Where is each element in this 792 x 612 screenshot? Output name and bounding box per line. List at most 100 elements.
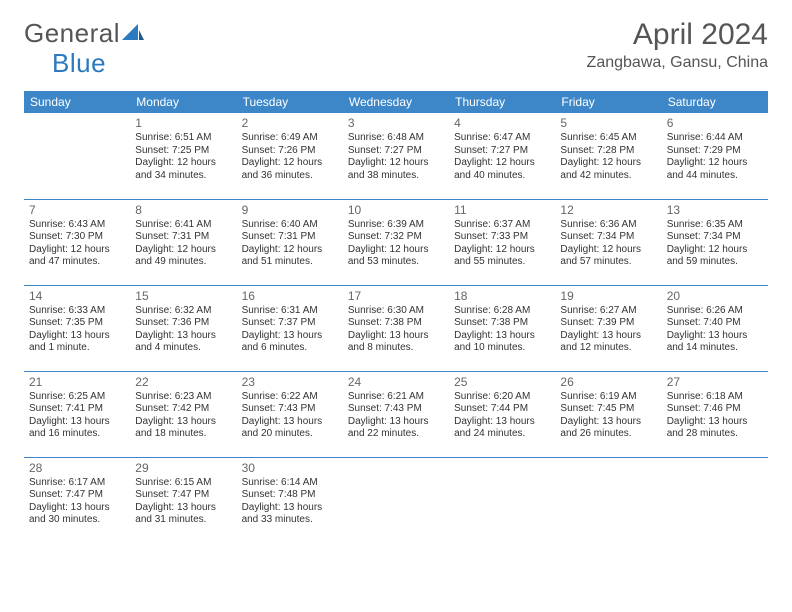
- day-info: Sunrise: 6:28 AMSunset: 7:38 PMDaylight:…: [454, 305, 550, 355]
- sunrise: Sunrise: 6:44 AM: [667, 132, 763, 145]
- day-info: Sunrise: 6:31 AMSunset: 7:37 PMDaylight:…: [242, 305, 338, 355]
- daylight: Daylight: 12 hours and 55 minutes.: [454, 244, 550, 269]
- day-header: Thursday: [449, 91, 555, 113]
- calendar-week: 1Sunrise: 6:51 AMSunset: 7:25 PMDaylight…: [24, 113, 768, 199]
- day-info: Sunrise: 6:48 AMSunset: 7:27 PMDaylight:…: [348, 132, 444, 182]
- sunrise: Sunrise: 6:40 AM: [242, 219, 338, 232]
- sunset: Sunset: 7:44 PM: [454, 403, 550, 416]
- calendar-cell: 13Sunrise: 6:35 AMSunset: 7:34 PMDayligh…: [662, 199, 768, 285]
- sunset: Sunset: 7:25 PM: [135, 145, 231, 158]
- sunset: Sunset: 7:27 PM: [348, 145, 444, 158]
- daylight: Daylight: 13 hours and 26 minutes.: [560, 416, 656, 441]
- daylight: Daylight: 13 hours and 10 minutes.: [454, 330, 550, 355]
- sunset: Sunset: 7:48 PM: [242, 489, 338, 502]
- logo-text-gray: General: [24, 18, 120, 49]
- logo-sail-icon: [122, 22, 144, 47]
- logo-text-blue: Blue: [52, 48, 106, 78]
- day-number: 3: [348, 116, 444, 131]
- day-info: Sunrise: 6:21 AMSunset: 7:43 PMDaylight:…: [348, 391, 444, 441]
- day-header: Saturday: [662, 91, 768, 113]
- day-header-row: Sunday Monday Tuesday Wednesday Thursday…: [24, 91, 768, 113]
- day-info: Sunrise: 6:23 AMSunset: 7:42 PMDaylight:…: [135, 391, 231, 441]
- day-header: Monday: [130, 91, 236, 113]
- daylight: Daylight: 12 hours and 34 minutes.: [135, 157, 231, 182]
- day-number: 25: [454, 375, 550, 390]
- sunrise: Sunrise: 6:45 AM: [560, 132, 656, 145]
- calendar-cell: [555, 457, 661, 543]
- calendar-cell: 8Sunrise: 6:41 AMSunset: 7:31 PMDaylight…: [130, 199, 236, 285]
- daylight: Daylight: 13 hours and 22 minutes.: [348, 416, 444, 441]
- day-number: 17: [348, 289, 444, 304]
- sunrise: Sunrise: 6:17 AM: [29, 477, 125, 490]
- sunset: Sunset: 7:27 PM: [454, 145, 550, 158]
- sunset: Sunset: 7:43 PM: [242, 403, 338, 416]
- day-info: Sunrise: 6:15 AMSunset: 7:47 PMDaylight:…: [135, 477, 231, 527]
- day-info: Sunrise: 6:43 AMSunset: 7:30 PMDaylight:…: [29, 219, 125, 269]
- day-number: 29: [135, 461, 231, 476]
- daylight: Daylight: 12 hours and 36 minutes.: [242, 157, 338, 182]
- daylight: Daylight: 13 hours and 14 minutes.: [667, 330, 763, 355]
- sunset: Sunset: 7:45 PM: [560, 403, 656, 416]
- calendar-week: 14Sunrise: 6:33 AMSunset: 7:35 PMDayligh…: [24, 285, 768, 371]
- day-number: 15: [135, 289, 231, 304]
- calendar-week: 21Sunrise: 6:25 AMSunset: 7:41 PMDayligh…: [24, 371, 768, 457]
- calendar-cell: 1Sunrise: 6:51 AMSunset: 7:25 PMDaylight…: [130, 113, 236, 199]
- sunrise: Sunrise: 6:22 AM: [242, 391, 338, 404]
- day-number: 27: [667, 375, 763, 390]
- day-info: Sunrise: 6:44 AMSunset: 7:29 PMDaylight:…: [667, 132, 763, 182]
- calendar-cell: 2Sunrise: 6:49 AMSunset: 7:26 PMDaylight…: [237, 113, 343, 199]
- daylight: Daylight: 13 hours and 18 minutes.: [135, 416, 231, 441]
- calendar-cell: 27Sunrise: 6:18 AMSunset: 7:46 PMDayligh…: [662, 371, 768, 457]
- calendar-cell: 14Sunrise: 6:33 AMSunset: 7:35 PMDayligh…: [24, 285, 130, 371]
- calendar-cell: 7Sunrise: 6:43 AMSunset: 7:30 PMDaylight…: [24, 199, 130, 285]
- daylight: Daylight: 12 hours and 38 minutes.: [348, 157, 444, 182]
- day-number: 16: [242, 289, 338, 304]
- calendar-cell: 16Sunrise: 6:31 AMSunset: 7:37 PMDayligh…: [237, 285, 343, 371]
- day-info: Sunrise: 6:36 AMSunset: 7:34 PMDaylight:…: [560, 219, 656, 269]
- calendar-cell: 20Sunrise: 6:26 AMSunset: 7:40 PMDayligh…: [662, 285, 768, 371]
- sunrise: Sunrise: 6:51 AM: [135, 132, 231, 145]
- sunrise: Sunrise: 6:47 AM: [454, 132, 550, 145]
- calendar-cell: 30Sunrise: 6:14 AMSunset: 7:48 PMDayligh…: [237, 457, 343, 543]
- sunrise: Sunrise: 6:32 AM: [135, 305, 231, 318]
- daylight: Daylight: 13 hours and 24 minutes.: [454, 416, 550, 441]
- day-info: Sunrise: 6:18 AMSunset: 7:46 PMDaylight:…: [667, 391, 763, 441]
- daylight: Daylight: 12 hours and 44 minutes.: [667, 157, 763, 182]
- calendar-cell: 22Sunrise: 6:23 AMSunset: 7:42 PMDayligh…: [130, 371, 236, 457]
- sunrise: Sunrise: 6:20 AM: [454, 391, 550, 404]
- day-number: 18: [454, 289, 550, 304]
- day-number: 2: [242, 116, 338, 131]
- daylight: Daylight: 12 hours and 59 minutes.: [667, 244, 763, 269]
- sunrise: Sunrise: 6:19 AM: [560, 391, 656, 404]
- daylight: Daylight: 13 hours and 33 minutes.: [242, 502, 338, 527]
- sunset: Sunset: 7:38 PM: [348, 317, 444, 330]
- day-number: 30: [242, 461, 338, 476]
- sunrise: Sunrise: 6:39 AM: [348, 219, 444, 232]
- calendar-cell: 11Sunrise: 6:37 AMSunset: 7:33 PMDayligh…: [449, 199, 555, 285]
- calendar-cell: 19Sunrise: 6:27 AMSunset: 7:39 PMDayligh…: [555, 285, 661, 371]
- day-number: 5: [560, 116, 656, 131]
- day-info: Sunrise: 6:20 AMSunset: 7:44 PMDaylight:…: [454, 391, 550, 441]
- day-number: 8: [135, 203, 231, 218]
- sunrise: Sunrise: 6:30 AM: [348, 305, 444, 318]
- day-number: 6: [667, 116, 763, 131]
- sunrise: Sunrise: 6:49 AM: [242, 132, 338, 145]
- sunrise: Sunrise: 6:33 AM: [29, 305, 125, 318]
- daylight: Daylight: 12 hours and 42 minutes.: [560, 157, 656, 182]
- calendar-cell: 5Sunrise: 6:45 AMSunset: 7:28 PMDaylight…: [555, 113, 661, 199]
- sunset: Sunset: 7:47 PM: [29, 489, 125, 502]
- calendar-cell: [662, 457, 768, 543]
- daylight: Daylight: 12 hours and 40 minutes.: [454, 157, 550, 182]
- daylight: Daylight: 12 hours and 49 minutes.: [135, 244, 231, 269]
- calendar-cell: 3Sunrise: 6:48 AMSunset: 7:27 PMDaylight…: [343, 113, 449, 199]
- day-number: 20: [667, 289, 763, 304]
- day-number: 14: [29, 289, 125, 304]
- daylight: Daylight: 13 hours and 8 minutes.: [348, 330, 444, 355]
- day-info: Sunrise: 6:35 AMSunset: 7:34 PMDaylight:…: [667, 219, 763, 269]
- daylight: Daylight: 13 hours and 28 minutes.: [667, 416, 763, 441]
- daylight: Daylight: 13 hours and 30 minutes.: [29, 502, 125, 527]
- calendar-cell: [449, 457, 555, 543]
- daylight: Daylight: 13 hours and 31 minutes.: [135, 502, 231, 527]
- day-info: Sunrise: 6:45 AMSunset: 7:28 PMDaylight:…: [560, 132, 656, 182]
- day-info: Sunrise: 6:40 AMSunset: 7:31 PMDaylight:…: [242, 219, 338, 269]
